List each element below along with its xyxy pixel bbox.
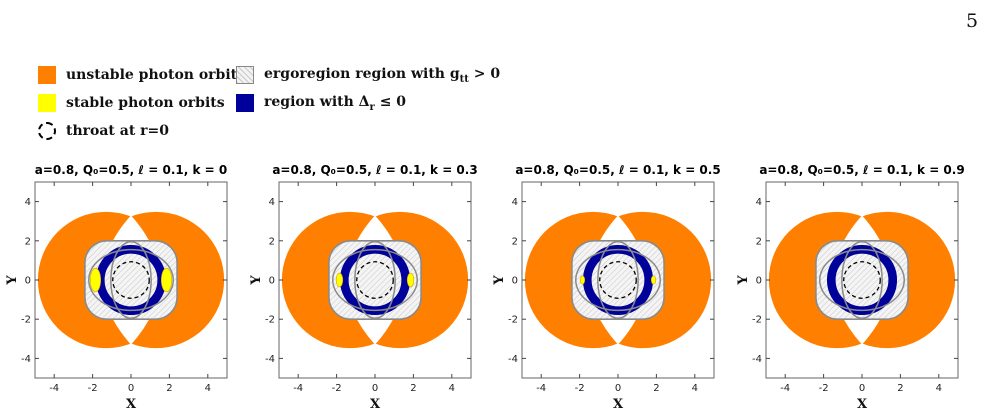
x-tick-label: 0 (128, 383, 134, 394)
ergoregion-inner-ellipse (110, 241, 152, 319)
legend-item-ergoregion: ergoregion region with gtt > 0 (236, 66, 500, 85)
stable-swatch (38, 94, 56, 112)
legend-label-delta: region with Δr ≤ 0 (264, 94, 407, 113)
legend-item-delta: region with Δr ≤ 0 (236, 94, 406, 113)
x-tick-label: -2 (819, 383, 829, 394)
ergoregion-swatch (236, 66, 254, 85)
throat-swatch (38, 122, 56, 140)
y-tick-label: -4 (752, 354, 762, 365)
y-axis-label: Y (492, 275, 507, 286)
ergoregion-wide-ellipse (332, 248, 418, 312)
y-tick-label: -4 (265, 354, 275, 365)
panel-4: a=0.8, Q₀=0.5, ℓ = 0.1, k = 0.9 -4 -4 -2 -2 0… (731, 160, 969, 410)
throat-circle (112, 261, 150, 299)
x-tick-label: -4 (293, 383, 303, 394)
plot-area (524, 211, 712, 349)
plot-svg: a=0.8, Q₀=0.5, ℓ = 0.1, k = 0.5 -4 -4 -2 -2 0… (492, 163, 721, 410)
ergoregion-inner-ellipse (597, 241, 639, 319)
x-tick-label: -2 (88, 383, 98, 394)
panel-title: a=0.8, Q₀=0.5, ℓ = 0.1, k = 0.3 (272, 163, 477, 177)
y-tick-label: -2 (21, 315, 31, 326)
throat-circle (843, 261, 881, 299)
x-tick-label: 0 (615, 383, 621, 394)
stable-orbit-right (650, 275, 657, 285)
y-tick-label: -2 (265, 315, 275, 326)
y-tick-label: 0 (756, 276, 762, 287)
x-axis-label: X (126, 397, 137, 410)
y-tick-label: 2 (512, 236, 518, 247)
plot-area (768, 211, 956, 349)
panel-title: a=0.8, Q₀=0.5, ℓ = 0.1, k = 0 (35, 163, 227, 177)
y-axis-label: Y (5, 275, 20, 286)
ergoregion-wide-ellipse (575, 248, 661, 312)
y-tick-label: 4 (269, 197, 275, 208)
legend: unstable photon orbits stable photon orb… (38, 66, 558, 146)
legend-label-unstable: unstable photon orbits (66, 67, 245, 83)
unstable-swatch (38, 66, 56, 84)
plot-svg: a=0.8, Q₀=0.5, ℓ = 0.1, k = 0.3 -4 -4 -2 -2 0… (249, 163, 478, 410)
throat-circle (356, 261, 394, 299)
plot-svg: a=0.8, Q₀=0.5, ℓ = 0.1, k = 0 -4 -4 -2 -2 0 0 2… (5, 163, 228, 410)
panel-title: a=0.8, Q₀=0.5, ℓ = 0.1, k = 0.9 (759, 163, 964, 177)
plot-area (37, 211, 225, 349)
x-tick-label: -4 (536, 383, 546, 394)
x-tick-label: 4 (692, 383, 698, 394)
x-tick-label: -2 (575, 383, 585, 394)
stable-orbit-right (160, 267, 173, 293)
x-tick-label: 4 (449, 383, 455, 394)
x-tick-label: 2 (410, 383, 416, 394)
y-tick-label: -4 (21, 354, 31, 365)
ergoregion-inner-ellipse (354, 241, 396, 319)
y-tick-label: 0 (25, 276, 31, 287)
x-tick-label: 2 (897, 383, 903, 394)
legend-item-stable: stable photon orbits (38, 94, 225, 112)
ergoregion-wide-ellipse (819, 248, 905, 312)
plot-svg: a=0.8, Q₀=0.5, ℓ = 0.1, k = 0.9 -4 -4 -2 -2 0… (736, 163, 965, 410)
x-tick-label: 0 (372, 383, 378, 394)
y-tick-label: -4 (508, 354, 518, 365)
stable-orbit-left (579, 275, 586, 285)
stable-orbit-left (89, 267, 102, 293)
throat-circle (599, 261, 637, 299)
x-tick-label: -2 (332, 383, 342, 394)
legend-label-stable: stable photon orbits (66, 95, 225, 111)
legend-label-ergoregion: ergoregion region with gtt > 0 (264, 66, 501, 85)
y-axis-label: Y (736, 275, 751, 286)
legend-item-unstable: unstable photon orbits (38, 66, 245, 84)
x-axis-label: X (857, 397, 868, 410)
x-axis-label: X (613, 397, 624, 410)
delta-swatch (236, 94, 254, 113)
plot-area (281, 211, 469, 349)
ergoregion-wide-ellipse (88, 248, 174, 312)
page-number: 5 (966, 10, 979, 32)
y-tick-label: 2 (269, 236, 275, 247)
y-axis-label: Y (249, 275, 264, 286)
stable-orbit-left (335, 272, 344, 288)
y-tick-label: -2 (508, 315, 518, 326)
y-tick-label: 0 (512, 276, 518, 287)
x-tick-label: 2 (653, 383, 659, 394)
y-tick-label: 0 (269, 276, 275, 287)
legend-item-throat: throat at r=0 (38, 122, 169, 140)
x-tick-label: 0 (859, 383, 865, 394)
x-tick-label: -4 (49, 383, 59, 394)
x-tick-label: 4 (936, 383, 942, 394)
panel-3: a=0.8, Q₀=0.5, ℓ = 0.1, k = 0.5 -4 -4 -2 -2 0… (487, 160, 725, 410)
y-tick-label: 2 (756, 236, 762, 247)
panel-2: a=0.8, Q₀=0.5, ℓ = 0.1, k = 0.3 -4 -4 -2 -2 0… (244, 160, 482, 410)
x-tick-label: -4 (780, 383, 790, 394)
y-tick-label: 4 (756, 197, 762, 208)
stable-orbit-right (406, 272, 415, 288)
panel-title: a=0.8, Q₀=0.5, ℓ = 0.1, k = 0.5 (515, 163, 720, 177)
x-tick-label: 4 (205, 383, 211, 394)
panel-1: a=0.8, Q₀=0.5, ℓ = 0.1, k = 0 -4 -4 -2 -2 0 0 2… (0, 160, 238, 410)
y-tick-label: -2 (752, 315, 762, 326)
legend-label-throat: throat at r=0 (66, 123, 170, 139)
y-tick-label: 4 (512, 197, 518, 208)
ergoregion-inner-ellipse (841, 241, 883, 319)
y-tick-label: 4 (25, 197, 31, 208)
y-tick-label: 2 (25, 236, 31, 247)
x-tick-label: 2 (166, 383, 172, 394)
x-axis-label: X (370, 397, 381, 410)
